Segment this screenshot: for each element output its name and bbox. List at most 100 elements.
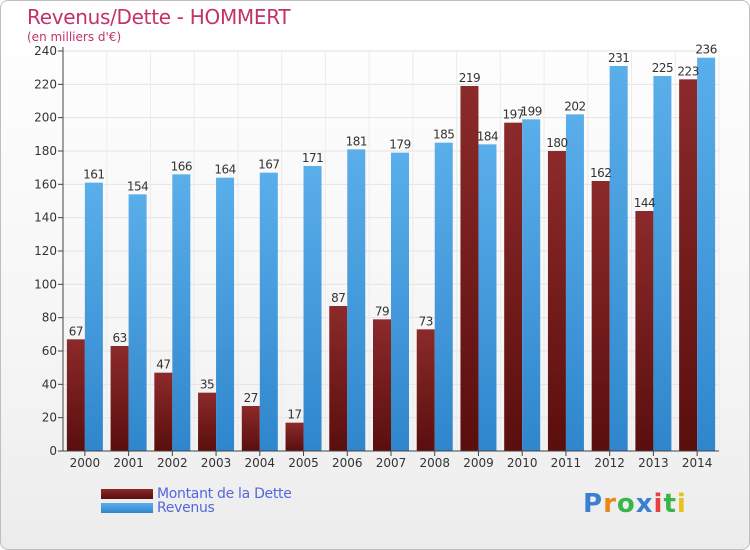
legend-item-revenus: Revenus: [101, 500, 292, 516]
bar-revenus: [609, 66, 628, 451]
y-tick-label: 120: [34, 244, 57, 258]
value-label-revenus: 185: [433, 128, 454, 142]
x-tick-label: 2000: [70, 456, 101, 470]
x-tick-label: 2002: [157, 456, 188, 470]
legend-item-dette: Montant de la Dette: [101, 486, 292, 502]
value-label-dette: 67: [69, 324, 83, 338]
y-tick-label: 180: [34, 144, 57, 158]
value-label-revenus: 154: [127, 179, 148, 193]
bar-revenus: [347, 149, 366, 452]
y-tick-label: 160: [34, 177, 57, 191]
legend-swatch-revenus: [101, 503, 153, 513]
value-label-revenus: 164: [214, 163, 235, 177]
bar-revenus: [697, 57, 716, 452]
bar-dette: [329, 306, 348, 451]
value-label-dette: 73: [419, 314, 433, 328]
bar-dette: [285, 422, 304, 451]
x-tick-label: 2004: [245, 456, 276, 470]
y-tick-label: 140: [34, 211, 57, 225]
value-label-revenus: 231: [608, 51, 629, 65]
value-label-dette: 180: [546, 136, 567, 150]
value-label-revenus: 181: [346, 134, 367, 148]
value-label-dette: 197: [502, 108, 523, 122]
value-label-dette: 35: [200, 378, 214, 392]
chart-subtitle: (en milliers d'€): [27, 30, 122, 44]
bar-revenus: [172, 174, 191, 452]
logo-letter: t: [663, 489, 677, 519]
bar-revenus: [84, 182, 103, 451]
value-label-revenus: 167: [258, 158, 279, 172]
bar-revenus: [478, 144, 497, 452]
x-tick-label: 2008: [419, 456, 450, 470]
logo-letter: r: [603, 489, 617, 519]
bar-dette: [373, 319, 391, 451]
value-label-dette: 223: [677, 64, 698, 78]
value-label-revenus: 199: [520, 104, 541, 118]
logo-letter: x: [635, 489, 654, 519]
bar-dette: [416, 329, 435, 451]
bar-revenus: [522, 119, 541, 451]
legend: Montant de la Dette Revenus: [101, 486, 292, 516]
logo-letter: i: [676, 489, 687, 519]
legend-swatch-dette: [101, 489, 153, 499]
logo-letter: o: [616, 489, 636, 519]
x-tick-label: 2003: [201, 456, 232, 470]
bar-revenus: [653, 76, 672, 451]
value-label-revenus: 166: [171, 159, 192, 173]
legend-label-revenus: Revenus: [157, 500, 215, 516]
proxiti-logo: Proxiti: [583, 489, 687, 519]
bar-dette: [547, 151, 566, 451]
x-tick-label: 2007: [376, 456, 407, 470]
x-tick-label: 2011: [551, 456, 582, 470]
value-label-dette: 219: [459, 71, 480, 85]
legend-label-dette: Montant de la Dette: [157, 486, 292, 502]
y-tick-label: 200: [34, 111, 57, 125]
bar-revenus: [259, 172, 278, 451]
value-label-revenus: 171: [302, 151, 323, 165]
bar-revenus: [391, 152, 409, 451]
value-label-dette: 27: [244, 391, 258, 405]
bar-dette: [110, 346, 129, 451]
x-tick-label: 2013: [638, 456, 669, 470]
y-tick-label: 240: [34, 44, 57, 58]
bar-dette: [679, 79, 698, 451]
value-label-dette: 162: [590, 166, 611, 180]
bar-dette: [504, 122, 523, 452]
bar-dette: [66, 339, 85, 451]
x-tick-label: 2001: [113, 456, 144, 470]
value-label-dette: 87: [331, 291, 345, 305]
value-label-dette: 63: [112, 331, 126, 345]
chart-title: Revenus/Dette - HOMMERT: [27, 5, 291, 29]
value-label-revenus: 161: [83, 168, 104, 182]
bar-dette: [591, 181, 610, 451]
bar-dette: [241, 406, 260, 451]
y-tick-label: 220: [34, 77, 57, 91]
value-label-revenus: 236: [695, 43, 716, 57]
value-label-dette: 79: [375, 304, 389, 318]
value-label-revenus: 184: [477, 129, 498, 143]
value-label-revenus: 202: [564, 99, 585, 113]
bar-revenus: [216, 177, 235, 451]
bar-dette: [635, 211, 654, 451]
value-label-revenus: 179: [389, 138, 410, 152]
y-tick-label: 40: [42, 377, 57, 391]
y-tick-label: 80: [42, 311, 57, 325]
x-tick-label: 2009: [463, 456, 494, 470]
y-tick-label: 20: [42, 411, 57, 425]
x-tick-label: 2006: [332, 456, 363, 470]
bar-dette: [460, 86, 479, 451]
value-label-dette: 144: [634, 196, 655, 210]
x-tick-label: 2005: [288, 456, 319, 470]
bar-revenus: [303, 166, 322, 451]
logo-letter: i: [653, 489, 664, 519]
x-tick-label: 2014: [682, 456, 713, 470]
y-tick-label: 0: [49, 444, 57, 458]
logo-letter: P: [583, 489, 604, 519]
value-label-dette: 17: [287, 408, 301, 422]
x-tick-label: 2010: [507, 456, 538, 470]
bar-revenus: [565, 114, 584, 451]
bar-dette: [154, 372, 173, 451]
x-tick-label: 2012: [594, 456, 625, 470]
